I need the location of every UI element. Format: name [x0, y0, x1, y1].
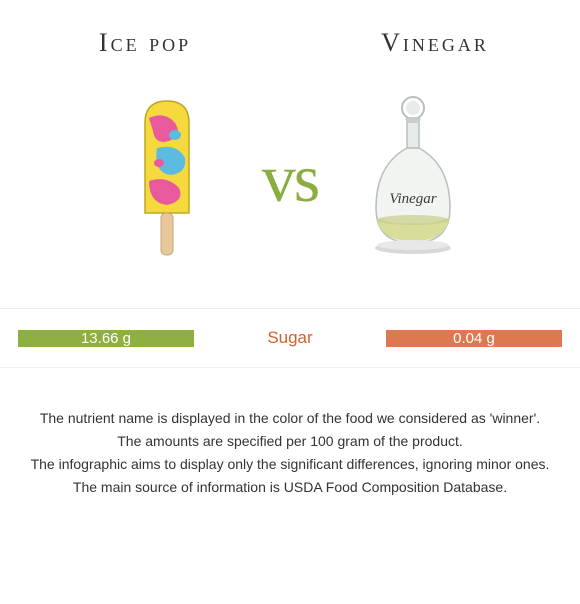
footer-line-1: The nutrient name is displayed in the co… — [20, 408, 560, 429]
right-value-bar: 0.04 g — [386, 330, 562, 347]
nutrient-name: Sugar — [194, 328, 386, 348]
vinegar-bottle-icon: Vinegar — [358, 93, 468, 263]
ice-pop-image — [92, 88, 242, 268]
header-row: Ice pop Vinegar — [0, 0, 580, 68]
vs-label: vs — [262, 139, 318, 218]
right-food-title: Vinegar — [290, 28, 580, 58]
left-food-title: Ice pop — [0, 28, 290, 58]
images-row: vs Vinegar — [0, 68, 580, 308]
comparison-row: 13.66 g Sugar 0.04 g — [0, 308, 580, 368]
footer-text: The nutrient name is displayed in the co… — [0, 368, 580, 520]
footer-line-3: The infographic aims to display only the… — [20, 454, 560, 475]
vinegar-bottle-label: Vinegar — [390, 191, 437, 207]
footer-line-4: The main source of information is USDA F… — [20, 477, 560, 498]
ice-pop-icon — [127, 93, 207, 263]
footer-line-2: The amounts are specified per 100 gram o… — [20, 431, 560, 452]
left-value-bar: 13.66 g — [18, 330, 194, 347]
vinegar-image: Vinegar — [338, 88, 488, 268]
